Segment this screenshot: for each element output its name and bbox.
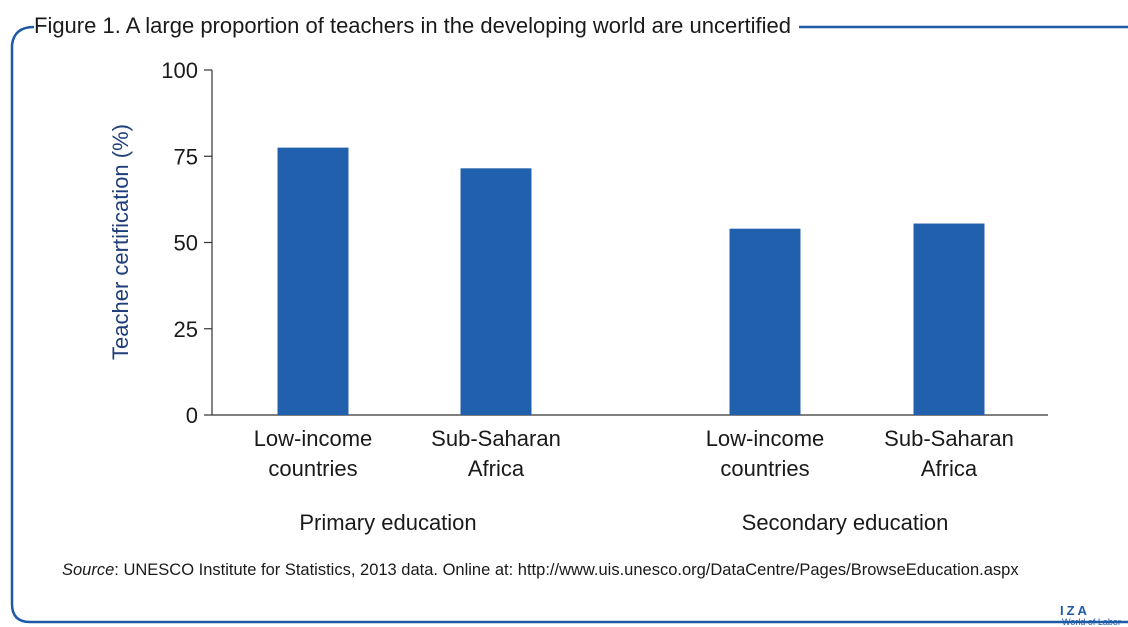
y-tick-label: 75 <box>174 144 198 169</box>
x-category-label: Africa <box>468 456 525 481</box>
source-label: Source <box>62 561 115 579</box>
bar <box>729 228 801 415</box>
bar <box>277 147 349 415</box>
y-tick-label: 0 <box>186 403 198 428</box>
y-tick-label: 25 <box>174 317 198 342</box>
iza-logo-subtext: World of Labor <box>1062 617 1121 627</box>
y-tick-label: 50 <box>174 231 198 256</box>
y-tick-label: 100 <box>161 58 198 83</box>
figure-title: Figure 1. A large proportion of teachers… <box>34 12 800 40</box>
source-note: Source: UNESCO Institute for Statistics,… <box>62 559 1102 582</box>
x-category-label: Sub-Saharan <box>431 426 561 451</box>
x-category-label: Low-income <box>254 426 373 451</box>
bar-chart: 0 25 50 75 100 Teacher certification (%) Low-i… <box>108 58 1048 535</box>
x-group-label: Secondary education <box>742 510 949 535</box>
x-category-label: countries <box>268 456 357 481</box>
iza-logo: IZA <box>1060 603 1090 618</box>
source-text: : UNESCO Institute for Statistics, 2013 … <box>114 561 1019 579</box>
y-axis-label: Teacher certification (%) <box>108 124 133 360</box>
bar <box>913 223 985 415</box>
x-group-label: Primary education <box>299 510 476 535</box>
x-category-label: Africa <box>921 456 978 481</box>
x-category-label: countries <box>720 456 809 481</box>
bar <box>460 168 532 415</box>
x-category-label: Low-income <box>706 426 825 451</box>
x-category-label: Sub-Saharan <box>884 426 1014 451</box>
